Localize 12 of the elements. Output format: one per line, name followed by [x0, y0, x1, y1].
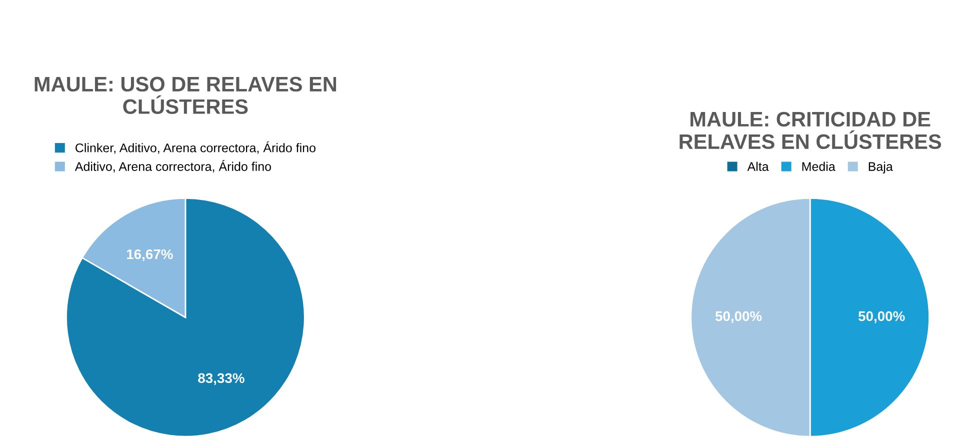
- legend-label: Aditivo, Arena correctora, Árido fino: [74, 160, 271, 172]
- legend-label: Alta: [747, 162, 769, 171]
- chart-title: MAULE: USO DE RELAVES EN CLÚSTERES: [34, 76, 336, 114]
- data-label: 50,00%: [858, 311, 905, 324]
- data-label: 50,00%: [715, 311, 762, 324]
- legend-label: Baja: [868, 162, 893, 174]
- data-label: 83,33%: [198, 373, 244, 386]
- legend-label: Clinker, Aditivo, Arena correctora, Árido fino: [76, 141, 316, 154]
- chart-title: MAULE: CRITICIDAD DE RELAVES EN CLÚSTERES: [680, 112, 942, 150]
- data-label: 16,67%: [126, 249, 173, 262]
- legend-label: Media: [802, 162, 836, 171]
- pie-slice: [66, 197, 306, 438]
